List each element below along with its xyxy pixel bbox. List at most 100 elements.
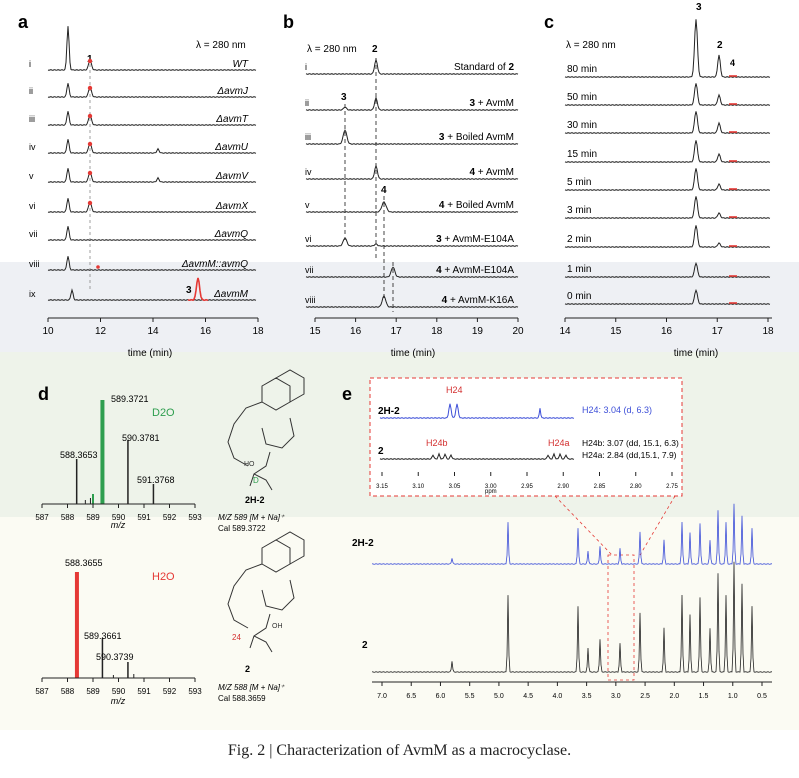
panel-a-trace-v: [47, 168, 257, 183]
panel-b-peak4-label: 4: [381, 185, 387, 196]
panel-c-trace: [564, 111, 771, 134]
inset-h24b-note: H24b: 3.07 (dd, 15.1, 6.3): [582, 438, 679, 448]
panel-a-red-peak: [87, 141, 93, 147]
structure-top-atom-labels: HO: [244, 461, 255, 468]
panel-c-row-label: 1 min: [567, 264, 591, 275]
panel-b-row-numeral: iv: [305, 167, 312, 177]
panel-c-peak4-label: 4: [730, 58, 735, 68]
panel-b-trace-v: [305, 201, 519, 213]
structure-top-label: 2H-2: [245, 495, 265, 505]
panel-b-tick-label: 18: [431, 326, 443, 337]
panel-a-row-numeral: vi: [29, 201, 36, 211]
ms-bottom-bar: [133, 674, 135, 678]
panel-a-row-label: ΔavmQ: [214, 229, 249, 240]
panel-b-tick-label: 16: [350, 326, 362, 337]
panel-a-tick-label: 10: [42, 326, 54, 337]
inset-tick-label: 3.00: [485, 484, 497, 490]
ms-bottom-tick-label: 589: [86, 687, 100, 696]
structure-bottom-label: 2: [245, 664, 250, 674]
panel-b-trace-iii: [305, 129, 519, 145]
panel-a-peak3-label: 3: [186, 285, 192, 296]
structure-2: [227, 531, 305, 653]
panel-c-trace: [564, 196, 771, 219]
panel-b-trace-vi: [305, 237, 519, 247]
ms-top-bar: [92, 494, 94, 504]
panel-a-row-numeral: vii: [29, 229, 38, 239]
ms-bottom-tick-label: 588: [61, 687, 75, 696]
panel-b-trace-vii: [305, 266, 519, 278]
panel-b-peak2-label: 2: [372, 44, 378, 55]
structure-top-d-mark: D: [253, 476, 259, 485]
panel-c-x-label: time (min): [674, 348, 718, 359]
panel-a-row-label: ΔavmM::avmQ: [181, 259, 248, 270]
panel-a-trace-vii: [47, 226, 257, 241]
panel-a-wavelength: λ = 280 nm: [196, 40, 246, 51]
ms-top-bar: [89, 498, 91, 504]
panel-c-row-label: 2 min: [567, 234, 591, 245]
inset-spectrum-2H-2: [379, 403, 575, 419]
panel-c-tick-label: 16: [661, 326, 673, 337]
main-nmr-tick-label: 4.5: [523, 693, 533, 700]
ms-bottom-x-label: m/z: [111, 696, 126, 706]
panel-a-trace-iv: [47, 139, 257, 154]
panel-c-trace: [564, 288, 771, 305]
panel-b-trace-ii: [305, 96, 519, 111]
panel-c-peak2-label: 2: [717, 40, 723, 51]
inset-h24b: H24b: [426, 438, 448, 448]
inset-tick-label: 2.95: [521, 484, 533, 490]
main-nmr-tick-label: 1.5: [699, 693, 709, 700]
panel-b-tick-label: 19: [472, 326, 484, 337]
panel-a-red-peak: [87, 200, 93, 206]
panel-c-trace: [564, 83, 771, 106]
panel-a-row-label: ΔavmX: [215, 201, 249, 212]
ms-top-solvent: D2O: [152, 407, 175, 419]
ms-top-peak-3: 588.3653: [60, 450, 98, 460]
panel-b-label: b: [283, 12, 294, 32]
panel-a-row-label: ΔavmJ: [216, 86, 249, 97]
panel-b-row-numeral: vi: [305, 234, 312, 244]
inset-deut-label: 2H-2: [378, 406, 400, 417]
inset-ppm-unit: ppm: [485, 489, 497, 495]
panel-b-row-label: 4 + AvmM-K16A: [442, 295, 515, 306]
ms-top-peak-2: 590.3781: [122, 433, 160, 443]
main-spectrum-2H-2: [371, 503, 772, 565]
ms-top-tick-label: 591: [137, 513, 151, 522]
panel-a-row-numeral: iii: [29, 114, 35, 124]
ms-top-x-label: m/z: [111, 520, 126, 530]
panel-c-trace: [564, 168, 771, 191]
ms-top-tick-label: 593: [188, 513, 202, 522]
panel-a-red-peak: [87, 113, 93, 119]
ms-top-tick-label: 590: [112, 513, 126, 522]
inset-tick-label: 2.75: [666, 484, 678, 490]
inset-h24a: H24a: [548, 438, 570, 448]
panel-c: c λ = 280 nm 3 2 4 80 min 50 min 30 min 15 …: [544, 2, 774, 359]
panel-b-row-label: 4 + Boiled AvmM: [439, 200, 514, 211]
panel-c-tick-label: 18: [762, 326, 774, 337]
ms-bottom-bar: [101, 638, 104, 678]
main-nmr-tick-label: 1.0: [728, 693, 738, 700]
panel-a-tick-label: 14: [147, 326, 159, 337]
inset-tick-label: 3.15: [376, 484, 388, 490]
figure-canvas: a λ = 280 nm 1 3 iWTiiΔavmJiiiΔavmTivΔav…: [18, 2, 774, 706]
panel-a-label: a: [18, 12, 29, 32]
panel-c-peak3-label: 3: [696, 2, 702, 13]
zoom-region-box: [607, 554, 635, 681]
panel-b-row-label: 4 + AvmM-E104A: [436, 265, 514, 276]
panel-c-tick-label: 15: [610, 326, 622, 337]
panel-a: a λ = 280 nm 1 3 iWTiiΔavmJiiiΔavmTivΔav…: [18, 12, 264, 359]
inset-tick-label: 2.90: [557, 484, 569, 490]
panel-a-row-numeral: ix: [29, 289, 36, 299]
main-nmr-tick-label: 5.5: [465, 693, 475, 700]
panel-a-trace-iii: [47, 111, 257, 126]
ms-top-bar: [127, 440, 129, 504]
main-nmr-tick-label: 5.0: [494, 693, 504, 700]
main-nmr-tick-label: 3.0: [611, 693, 621, 700]
panel-a-trace-viii: [47, 256, 257, 271]
panel-e: e 2H-2 2 H24 H24b H24a H24: 3.04 (d, 6.3…: [342, 377, 772, 700]
inset-h24: H24: [446, 385, 463, 395]
inset-tick-label: 3.05: [449, 484, 461, 490]
ms-bottom-tick-label: 593: [188, 687, 202, 696]
main-spectrum-2: [371, 561, 772, 673]
panel-b-tick-label: 20: [512, 326, 524, 337]
